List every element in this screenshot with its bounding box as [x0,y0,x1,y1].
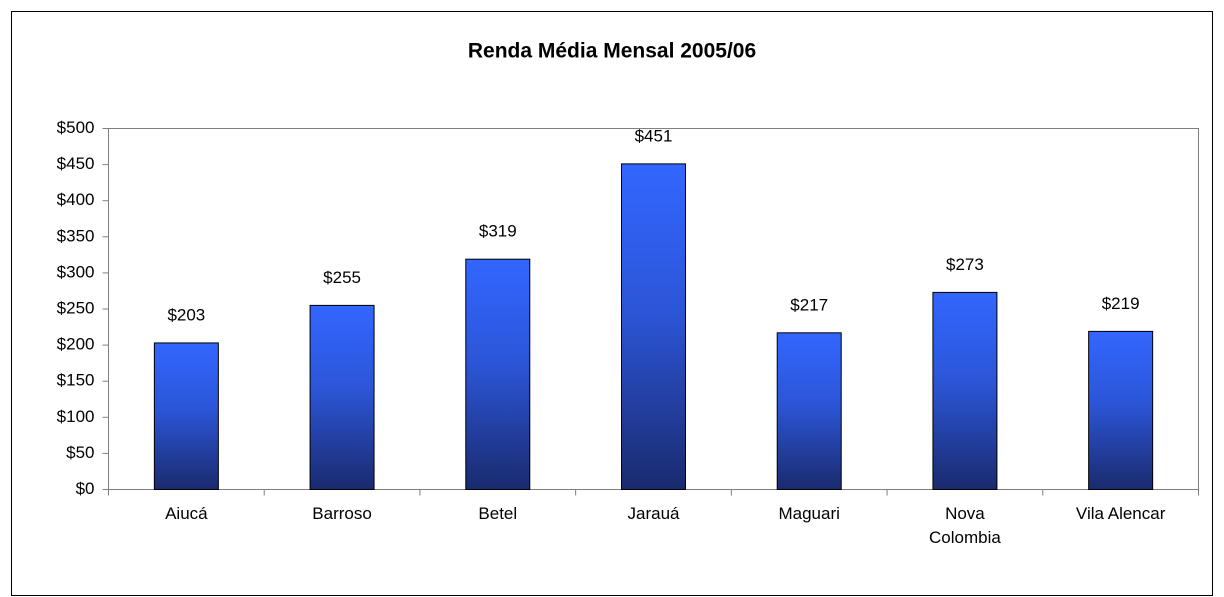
x-tick-label-box: Vila Alencar [1075,503,1166,523]
x-tick-label: Jarauá [627,503,680,523]
y-tick-label: $250 [57,298,95,317]
x-tick-label-box: Nova Colombia [929,503,1001,547]
y-tick-label: $200 [57,335,95,354]
y-tick-label: $300 [57,262,95,281]
x-tick-label-box: Maguari [778,503,840,523]
data-label: $273 [946,255,984,274]
data-label: $319 [479,222,517,241]
bar [309,304,375,491]
x-tick-label-box: Betel [478,503,518,523]
y-tick-label: $400 [57,190,95,209]
y-tick-label: $450 [57,154,95,173]
bar [465,258,531,490]
y-tick-label: $100 [57,407,95,426]
y-tick-label: $0 [76,479,95,498]
y-tick-label: $500 [57,118,95,137]
x-tick-label: Nova Colombia [929,503,1001,547]
bar [932,291,998,491]
bar [153,342,219,490]
bar [621,163,686,491]
x-tick-label: Aiucá [165,503,208,523]
data-label: $217 [790,295,828,314]
data-label: $255 [323,268,361,287]
data-label: $219 [1102,294,1140,313]
x-tick-label: Betel [478,503,518,523]
x-tick-label-box: Aiucá [165,503,208,523]
x-tick-label-box: Jarauá [627,503,680,523]
y-tick-label: $150 [57,371,95,390]
bar [1088,330,1154,490]
y-tick-label: $350 [57,226,95,245]
x-tick-label: Vila Alencar [1075,503,1166,523]
bar [776,332,842,490]
data-label: $451 [635,126,673,145]
chart-title: Renda Média Mensal 2005/06 [468,40,756,63]
x-tick-label: Barroso [312,503,372,523]
x-tick-label-box: Barroso [312,503,372,523]
data-label: $203 [167,305,205,324]
x-tick-label: Maguari [778,503,840,523]
y-tick-label: $50 [66,443,94,462]
chart-border [11,11,1213,596]
